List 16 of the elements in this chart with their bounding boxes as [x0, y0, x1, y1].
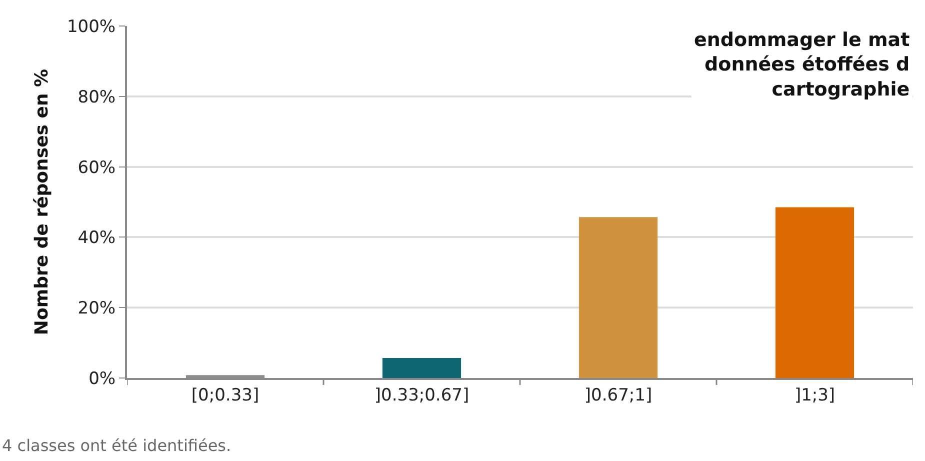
bar	[775, 207, 854, 378]
x-tick-label: ]1;3]	[794, 385, 836, 406]
text: endommager le mat données étoffées d cartographie	[694, 29, 910, 100]
y-tick-label: 40%	[78, 228, 116, 248]
y-axis-title: Nombre de réponses en %	[32, 68, 53, 336]
x-tick-label: [0;0.33]	[191, 385, 260, 406]
y-tick-label: 80%	[78, 87, 116, 108]
y-tick-label: 0%	[88, 368, 116, 389]
x-tick-label: ]0.33;0.67]	[374, 385, 470, 406]
y-tick-label: 60%	[78, 158, 116, 178]
text: 4 classes ont été identifiées.	[2, 436, 232, 455]
bar	[382, 358, 462, 378]
y-tick-label: 20%	[78, 298, 116, 319]
bar	[578, 217, 658, 378]
x-tick-label: ]0.67;1]	[584, 385, 652, 406]
y-tick-label: 100%	[66, 16, 116, 37]
